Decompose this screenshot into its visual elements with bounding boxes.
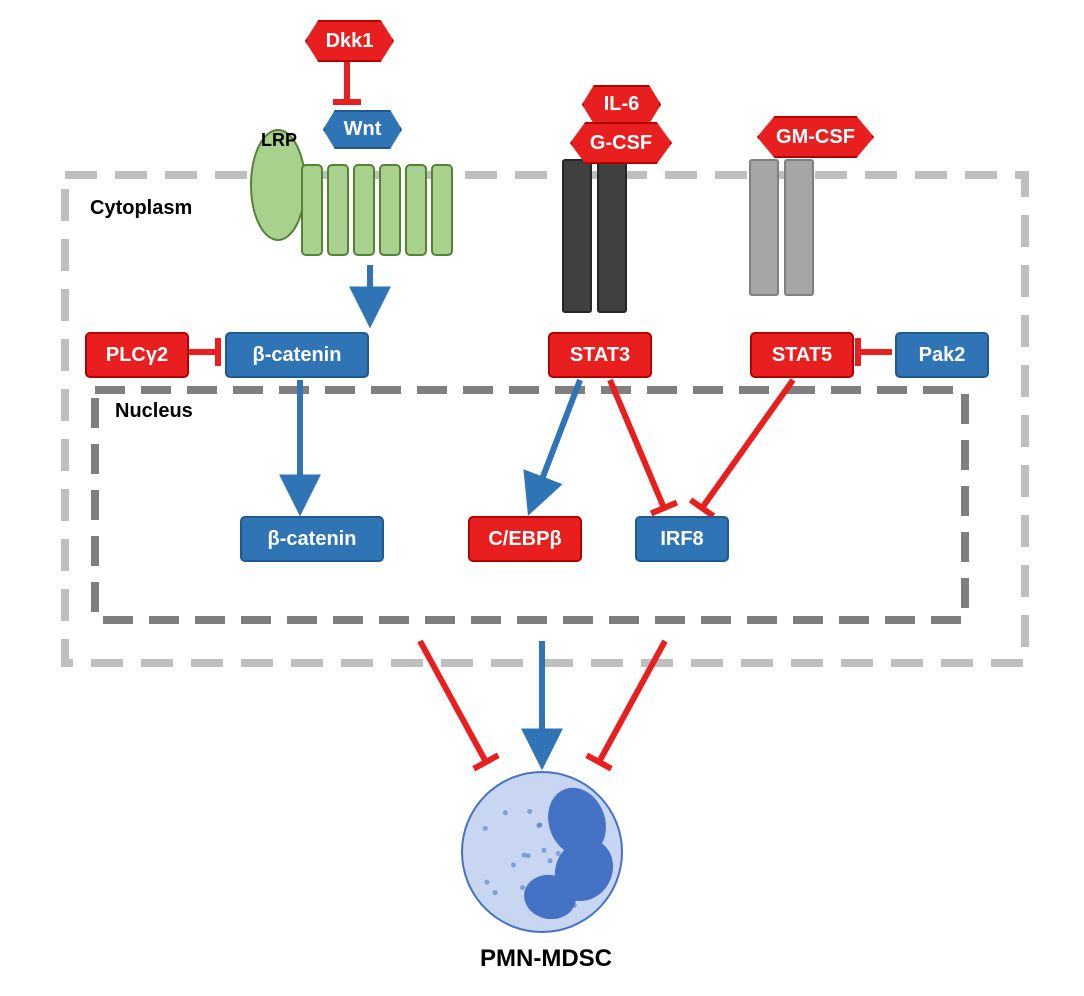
bcat-cyto-label: β-catenin xyxy=(253,344,342,367)
irf8-node: IRF8 xyxy=(635,516,729,562)
cytoplasm-label: Cytoplasm xyxy=(90,197,192,220)
cebpb-label: C/EBPβ xyxy=(488,528,561,551)
lrp-label: LRP xyxy=(261,130,297,151)
pmn-mdsc-label: PMN-MDSC xyxy=(480,945,612,973)
pak2-label: Pak2 xyxy=(919,344,966,367)
cebpb-node: C/EBPβ xyxy=(468,516,582,562)
plcg2-node: PLCγ2 xyxy=(85,332,189,378)
wnt-node: Wnt xyxy=(323,110,402,149)
irf8-label: IRF8 xyxy=(660,528,703,551)
wnt-label: Wnt xyxy=(344,118,382,141)
gmcsf-label: GM-CSF xyxy=(776,126,855,149)
arrows-svg xyxy=(0,0,1084,996)
receptors-svg xyxy=(0,0,1084,996)
bcat-nuc-node: β-catenin xyxy=(240,516,384,562)
stat3-node: STAT3 xyxy=(548,332,652,378)
diagram-canvas: Dkk1 Wnt IL-6 G-CSF GM-CSF PLCγ2 β-caten… xyxy=(0,0,1084,996)
bcat-cyto-node: β-catenin xyxy=(225,332,369,378)
il6-node: IL-6 xyxy=(582,85,661,124)
nucleus-label: Nucleus xyxy=(115,400,193,423)
bcat-nuc-label: β-catenin xyxy=(268,528,357,551)
dkk1-node: Dkk1 xyxy=(305,20,394,62)
stat5-node: STAT5 xyxy=(750,332,854,378)
pak2-node: Pak2 xyxy=(895,332,989,378)
gcsf-node: G-CSF xyxy=(570,122,672,164)
gcsf-label: G-CSF xyxy=(590,132,652,155)
cell-svg xyxy=(0,0,1084,996)
compartments-svg xyxy=(0,0,1084,996)
stat3-label: STAT3 xyxy=(570,344,630,367)
gmcsf-node: GM-CSF xyxy=(757,116,874,158)
dkk1-label: Dkk1 xyxy=(326,30,374,53)
stat5-label: STAT5 xyxy=(772,344,832,367)
il6-label: IL-6 xyxy=(604,93,640,116)
plcg2-label: PLCγ2 xyxy=(106,344,168,367)
